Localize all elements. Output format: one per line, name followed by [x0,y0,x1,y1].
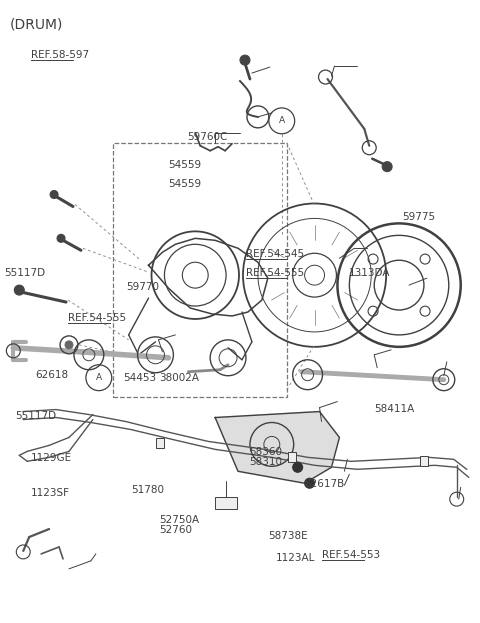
Text: 58310: 58310 [250,457,283,467]
Bar [420,457,428,466]
Text: 1123AL: 1123AL [276,553,315,563]
Text: 59775: 59775 [402,212,435,222]
Text: 62617B: 62617B [304,479,345,489]
Text: 54559: 54559 [168,159,202,169]
Text: 58738E: 58738E [269,531,308,541]
Text: 54453: 54453 [123,373,156,384]
Text: 1313DA: 1313DA [349,268,390,278]
Text: 38002A: 38002A [159,373,199,384]
Circle shape [382,162,392,171]
Circle shape [57,234,65,242]
Text: 59770: 59770 [126,282,159,292]
Circle shape [240,55,250,65]
Text: 55117D: 55117D [15,411,56,421]
Text: 58360: 58360 [250,447,283,457]
Bar [156,439,165,449]
Text: REF.58-597: REF.58-597 [31,50,89,60]
Bar [288,452,296,462]
Text: 52750A: 52750A [159,515,199,525]
Text: A: A [96,373,102,382]
Circle shape [14,285,24,295]
Text: 54559: 54559 [168,179,202,189]
Text: 59760C: 59760C [188,131,228,141]
Text: REF.54-553: REF.54-553 [322,550,380,560]
Bar [215,497,237,509]
Text: 1123SF: 1123SF [31,488,70,498]
Text: 1129GE: 1129GE [31,453,72,463]
Text: 62618: 62618 [36,370,69,380]
Bar [113,143,287,397]
Text: A: A [279,117,285,125]
Text: 58411A: 58411A [374,404,415,414]
Text: 55117D: 55117D [4,268,45,278]
Circle shape [305,478,314,488]
Text: 52760: 52760 [159,525,192,535]
Text: REF.54-555: REF.54-555 [68,313,126,323]
Circle shape [65,341,73,349]
Circle shape [50,191,58,199]
Polygon shape [215,412,339,483]
Text: (DRUM): (DRUM) [9,17,63,31]
Text: 51780: 51780 [131,485,164,495]
Circle shape [293,462,302,472]
Text: REF.54-545: REF.54-545 [246,249,304,259]
Text: REF.54-555: REF.54-555 [246,268,304,278]
